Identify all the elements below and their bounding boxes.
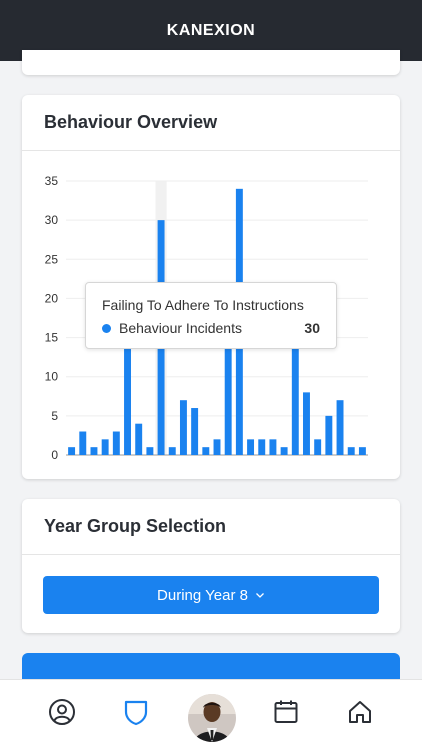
profile-icon: [49, 699, 75, 725]
tab-behaviour[interactable]: [116, 692, 156, 732]
bar: [258, 439, 266, 455]
bar: [124, 337, 131, 455]
bar: [146, 447, 154, 455]
y-tick-label: 20: [45, 291, 59, 305]
avatar[interactable]: [188, 694, 236, 742]
bar: [247, 439, 255, 455]
calendar-icon: [274, 700, 298, 723]
bar: [90, 447, 98, 455]
bar: [168, 447, 176, 455]
previous-card: [22, 50, 400, 75]
tooltip-series-name: Behaviour Incidents: [119, 320, 242, 336]
app-title: KANEXION: [166, 21, 256, 39]
year-group-title: Year Group Selection: [44, 516, 227, 536]
bar: [191, 408, 199, 455]
y-tick-label: 15: [45, 331, 59, 345]
bar: [79, 431, 87, 455]
y-tick-label: 35: [45, 174, 59, 188]
card-divider: [22, 554, 400, 555]
y-tick-label: 5: [51, 409, 58, 423]
bar: [303, 392, 310, 455]
bar: [314, 439, 322, 455]
bar: [291, 337, 299, 455]
bar: [202, 447, 210, 455]
bar: [135, 423, 143, 455]
bar: [269, 439, 277, 455]
chart-tooltip: Failing To Adhere To Instructions Behavi…: [85, 282, 337, 349]
year-group-card: Year Group Selection During Year 8: [22, 499, 400, 633]
y-tick-label: 0: [51, 448, 58, 462]
tab-home[interactable]: [340, 692, 380, 732]
bar: [68, 447, 76, 455]
tab-profile[interactable]: [42, 692, 82, 732]
card-divider: [22, 150, 400, 151]
home-icon: [349, 701, 371, 723]
tooltip-value: 30: [304, 320, 320, 336]
bar: [358, 447, 366, 455]
bar: [347, 447, 355, 455]
y-tick-label: 30: [45, 213, 59, 227]
year-group-dropdown[interactable]: During Year 8: [43, 576, 379, 614]
bar: [224, 337, 232, 455]
y-tick-label: 10: [45, 370, 59, 384]
tooltip-row: Behaviour Incidents 30: [102, 320, 320, 336]
tab-calendar[interactable]: [266, 692, 306, 732]
bar: [336, 400, 344, 455]
bar: [325, 415, 333, 455]
avatar-image: [188, 694, 236, 742]
year-group-selected: During Year 8: [157, 586, 248, 604]
bottom-tab-bar: [0, 679, 422, 750]
behaviour-card-title: Behaviour Overview: [44, 112, 218, 132]
bar: [101, 439, 109, 455]
bar: [112, 431, 120, 455]
bar: [280, 447, 288, 455]
tooltip-title: Failing To Adhere To Instructions: [102, 297, 304, 313]
shield-icon: [124, 700, 148, 726]
y-tick-label: 25: [45, 252, 59, 266]
bar: [213, 439, 221, 455]
behaviour-overview-card: Behaviour Overview 0 5 10 15 20 25 30 35 Failin…: [22, 95, 400, 479]
series-dot-icon: [102, 323, 111, 333]
bar: [179, 400, 187, 455]
chevron-down-icon: [255, 593, 264, 598]
